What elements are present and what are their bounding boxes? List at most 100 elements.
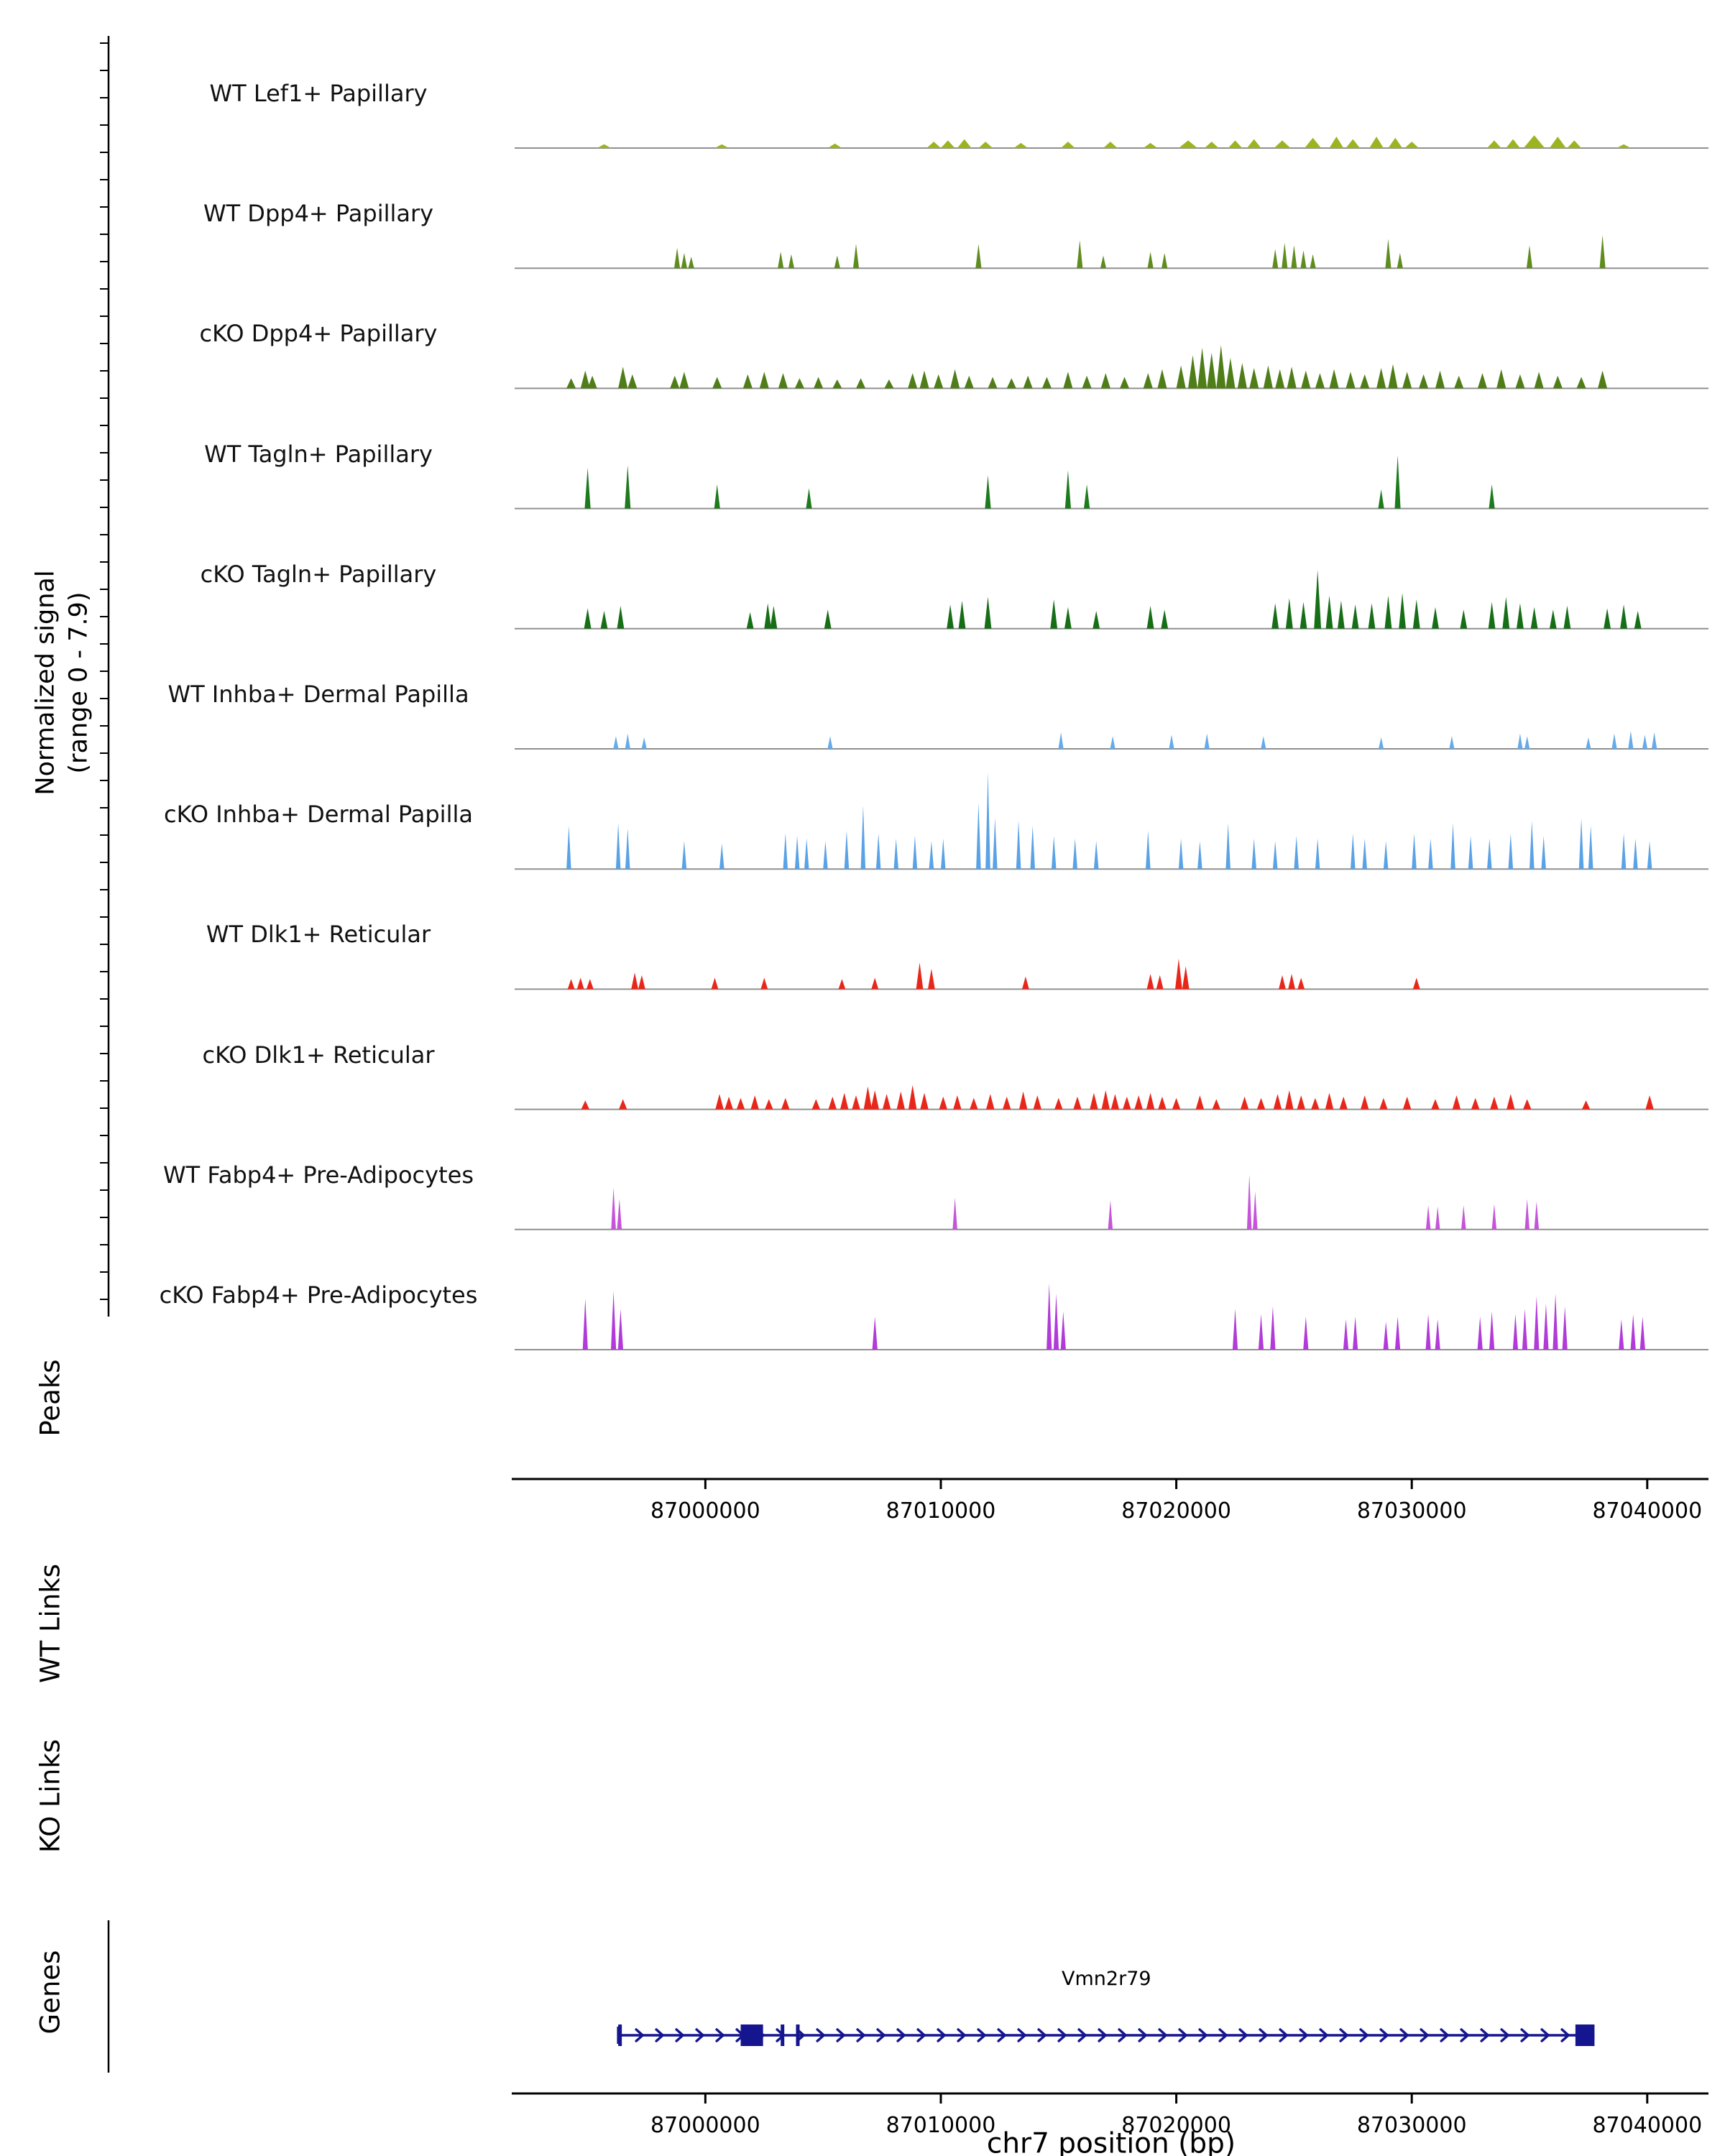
signal-peak — [1620, 604, 1627, 629]
signal-peak — [1621, 833, 1627, 870]
signal-track-3 — [515, 345, 1708, 390]
signal-peak — [625, 828, 630, 870]
signal-peak — [1273, 1094, 1282, 1110]
signal-peak — [618, 367, 628, 389]
signal-peak — [1287, 367, 1297, 389]
signal-peak — [1232, 1309, 1238, 1350]
signal-peak — [1526, 245, 1533, 269]
signal-peak — [1384, 595, 1392, 629]
signal-peak — [884, 379, 894, 389]
signal-peak — [1271, 603, 1279, 629]
signal-peak — [1288, 974, 1295, 990]
signal-peak — [950, 369, 960, 389]
strand-arrow — [1420, 2028, 1429, 2042]
signal-peak — [1225, 823, 1230, 870]
strand-arrow — [1399, 2028, 1409, 2042]
signal-peak — [1506, 139, 1520, 148]
track-label: WT Fabp4+ Pre-Adipocytes — [163, 1161, 474, 1189]
signal-peak — [957, 139, 972, 148]
signal-peak — [1246, 1174, 1252, 1230]
strand-arrow — [836, 2028, 845, 2042]
strand-arrow — [695, 2028, 704, 2042]
signal-peak — [1378, 489, 1384, 509]
signal-peak — [1506, 1094, 1515, 1110]
signal-peak — [1524, 736, 1530, 749]
signal-peak — [778, 373, 788, 389]
exon — [781, 2024, 785, 2046]
signal-peak — [1402, 1096, 1412, 1110]
signal-peak — [1162, 252, 1168, 269]
x-axis-upper: 87000000 87010000 87020000 87030000 87040000 — [512, 1478, 1708, 1524]
signal-peak — [1351, 604, 1359, 629]
signal-peak — [1305, 137, 1322, 148]
exon — [1575, 2024, 1595, 2046]
signal-peak — [1100, 373, 1110, 389]
signal-peak — [1419, 374, 1429, 389]
signal-peak — [1301, 370, 1311, 389]
signal-peak — [1158, 1096, 1167, 1110]
signal-peak — [1240, 1096, 1249, 1110]
signal-peak — [567, 979, 575, 990]
signal-peak — [1041, 377, 1052, 389]
x-axis-title: chr7 position (bp) — [986, 2127, 1236, 2156]
signal-peak — [1146, 605, 1154, 629]
signal-peak — [1642, 734, 1648, 749]
signal-track-10 — [515, 1174, 1708, 1230]
signal-peak — [1639, 1316, 1645, 1350]
track-label: WT Dlk1+ Reticular — [206, 921, 431, 949]
signal-peak — [1489, 1311, 1495, 1350]
signal-peak — [1093, 841, 1099, 870]
signal-peak — [1030, 825, 1035, 870]
signal-peak — [1146, 1092, 1155, 1110]
signal-peak — [1103, 142, 1118, 148]
signal-peak — [1432, 607, 1439, 629]
signal-peak — [993, 818, 998, 870]
signal-peak — [613, 736, 619, 749]
signal-peak — [1652, 732, 1657, 749]
signal-peak — [1156, 975, 1164, 990]
strand-arrow — [1037, 2028, 1046, 2042]
signal-peak — [1197, 841, 1202, 870]
strand-arrow — [635, 2028, 644, 2042]
signal-peak — [1060, 1311, 1066, 1350]
signal-peak — [1325, 595, 1333, 629]
signal-peak — [627, 374, 638, 389]
signal-peak — [1169, 734, 1174, 749]
strand-arrow — [1299, 2028, 1308, 2042]
exon — [740, 2024, 763, 2046]
signal-peak — [1311, 1097, 1320, 1110]
signal-peak — [1329, 369, 1339, 389]
signal-peak — [1064, 607, 1072, 629]
signal-peak — [1339, 1096, 1348, 1110]
signal-peak — [1402, 372, 1412, 389]
signal-peak — [1379, 737, 1384, 749]
signal-peak — [1522, 1309, 1528, 1350]
signal-peak — [1285, 598, 1293, 629]
signal-peak — [794, 836, 800, 870]
signal-peak — [1346, 139, 1361, 148]
signal-peak — [1461, 1205, 1466, 1230]
signal-peak — [1512, 1314, 1518, 1350]
signal-peak — [1468, 836, 1473, 870]
signal-peak — [1188, 355, 1198, 389]
signal-peak — [719, 843, 724, 870]
section-label-peaks: Peaks — [34, 1359, 66, 1437]
strand-arrow — [937, 2028, 946, 2042]
strand-arrow — [1218, 2028, 1228, 2042]
signal-peak — [1108, 1200, 1113, 1230]
strand-arrow — [1500, 2028, 1509, 2042]
y-axis-label: Normalized signal (range 0 - 7.9) — [30, 570, 96, 795]
signal-peak — [1204, 142, 1219, 148]
signal-peak — [1450, 823, 1455, 870]
signal-peak — [764, 603, 772, 629]
signal-peak — [1452, 1095, 1461, 1110]
signal-peak — [1077, 240, 1083, 269]
signal-peak — [939, 1096, 947, 1110]
signal-peak — [1246, 139, 1261, 148]
signal-peak — [617, 1309, 623, 1350]
signal-peak — [1491, 1204, 1497, 1230]
signal-peak — [750, 1095, 759, 1110]
signal-peak — [840, 1092, 849, 1110]
signal-peak — [681, 252, 687, 269]
track-label: cKO Tagln+ Papillary — [200, 560, 437, 588]
